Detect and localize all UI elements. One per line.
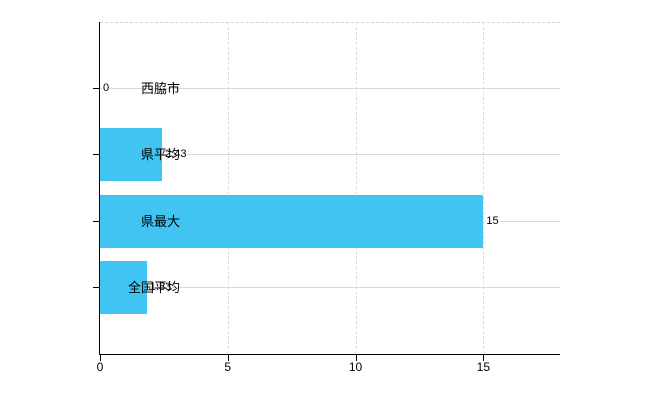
bar-value-label: 2.43	[164, 148, 188, 161]
y-axis-tick	[93, 154, 99, 156]
bar-value-label: 1.83	[148, 281, 173, 294]
bar-value-label: 0	[102, 81, 111, 94]
category-label: 県平均	[140, 147, 180, 163]
bar-value-label: 15	[485, 214, 500, 227]
v-gridline	[227, 22, 229, 354]
category-label: 全国平均	[127, 280, 180, 296]
x-axis-tick	[227, 355, 229, 361]
h-gridline	[100, 87, 560, 89]
v-gridline	[355, 22, 357, 354]
x-tick-label: 0	[96, 360, 104, 374]
x-axis-tick	[355, 355, 357, 361]
x-tick-label: 5	[224, 360, 232, 374]
bar	[100, 194, 484, 248]
bar	[100, 261, 147, 315]
category-label: 県最大	[140, 213, 180, 229]
bar	[100, 128, 163, 182]
plot-top-border	[100, 22, 560, 23]
y-axis-tick	[93, 220, 99, 222]
y-axis-tick	[93, 287, 99, 289]
x-axis-line	[99, 354, 560, 355]
h-gridline	[100, 287, 560, 289]
y-axis-line	[99, 22, 100, 354]
x-tick-label: 15	[476, 360, 491, 374]
h-gridline	[100, 154, 560, 156]
y-axis-tick	[93, 87, 99, 89]
x-tick-label: 10	[348, 360, 363, 374]
category-label: 西脇市	[140, 80, 180, 96]
v-gridline	[483, 22, 485, 354]
plot-area: 0 2.43 15 1.83	[93, 22, 560, 361]
x-axis-tick	[483, 355, 485, 361]
x-axis-tick	[100, 355, 101, 361]
